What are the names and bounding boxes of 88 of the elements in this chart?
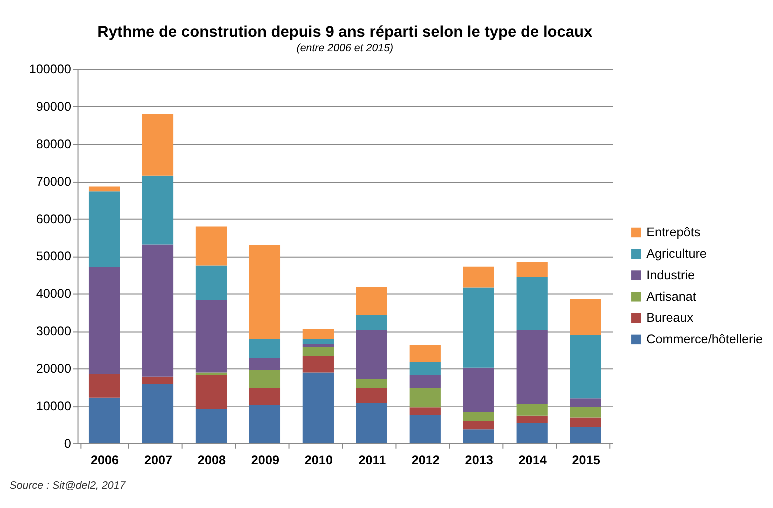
bar: [463, 430, 494, 444]
bar: [142, 244, 174, 377]
bar: [410, 345, 441, 362]
bar: [196, 226, 228, 266]
x-tick-label: 2007: [144, 453, 173, 468]
bar: [463, 368, 494, 412]
bar: [516, 330, 548, 404]
y-tick-label: 0: [64, 436, 72, 451]
y-tick-label: 100000: [29, 62, 72, 77]
bar: [302, 329, 334, 340]
y-tick-label: 90000: [36, 100, 72, 114]
x-tick-label: 2006: [90, 453, 120, 468]
bar: [88, 192, 120, 268]
bar: [356, 287, 388, 316]
y-tick-label: 60000: [36, 212, 72, 226]
bar: [570, 299, 602, 336]
y-tick-label: 80000: [36, 137, 72, 152]
bar: [249, 370, 281, 388]
bar: [142, 176, 174, 245]
bar: [516, 262, 548, 278]
y-tick-label: 40000: [36, 287, 72, 302]
bar: [410, 375, 441, 388]
legend-label: Commerce/hôtellerie: [646, 332, 764, 347]
bar: [196, 375, 228, 410]
bar: [356, 330, 388, 380]
bar: [88, 398, 120, 444]
bar: [410, 408, 441, 416]
y-tick-label: 70000: [36, 174, 72, 189]
bar: [356, 316, 388, 330]
y-tick-label: 20000: [36, 362, 72, 376]
y-tick-label: 10000: [36, 399, 72, 414]
bar: [463, 412, 494, 422]
bar: [249, 405, 281, 444]
bar: [356, 403, 388, 444]
bar: [302, 346, 334, 356]
bar: [463, 288, 494, 368]
bar: [302, 356, 334, 373]
legend-label: Entrepôts: [646, 226, 701, 240]
bar: [410, 415, 441, 444]
bar: [142, 384, 174, 444]
legend-label: Bureaux: [646, 311, 694, 326]
bar: [196, 266, 228, 300]
legend-label: Agriculture: [646, 247, 707, 262]
x-tick-label: 2014: [518, 453, 547, 468]
x-tick-label: 2012: [412, 453, 440, 468]
bar: [463, 266, 494, 288]
bar: [249, 339, 281, 358]
bar: [88, 186, 120, 192]
x-tick-label: 2010: [304, 453, 333, 468]
x-tick-label: 2015: [572, 453, 600, 468]
bar: [196, 409, 228, 444]
bar: [142, 376, 174, 384]
bar: [463, 421, 494, 430]
chart-subtitle: (entre 2006 et 2015): [296, 42, 394, 55]
bar: [516, 416, 548, 423]
y-tick-label: 30000: [36, 324, 72, 339]
bar: [142, 114, 174, 176]
bar: [570, 335, 602, 399]
bar: [516, 277, 548, 330]
bar: [249, 245, 281, 340]
bar: [302, 339, 334, 344]
bar: [516, 404, 548, 416]
legend-label: Artisanat: [646, 290, 697, 304]
y-tick-label: 50000: [36, 250, 72, 264]
bar: [196, 372, 228, 376]
bar: [570, 418, 602, 428]
bar: [356, 379, 388, 388]
x-tick-label: 2011: [358, 453, 386, 468]
bar: [249, 388, 281, 406]
bar: [88, 374, 120, 398]
bar: [249, 358, 281, 371]
bar: [410, 388, 441, 408]
bar: [196, 300, 228, 373]
bar: [356, 388, 388, 404]
legend-label: Industrie: [646, 268, 696, 282]
source-note: Source : Sit@del2, 2017: [10, 480, 127, 492]
bar: [570, 398, 602, 408]
bar: [410, 362, 441, 376]
chart-title: Rythme de constrution depuis 9 ans réparti selon le type de locaux: [98, 24, 594, 42]
bar: [570, 407, 602, 418]
bar: [302, 372, 334, 444]
bar: [516, 422, 548, 444]
x-tick-label: 2013: [465, 453, 494, 468]
bar: [88, 267, 120, 374]
bar: [302, 344, 334, 347]
x-tick-label: 2008: [198, 453, 226, 468]
bar: [570, 427, 602, 444]
x-tick-label: 2009: [251, 453, 280, 468]
